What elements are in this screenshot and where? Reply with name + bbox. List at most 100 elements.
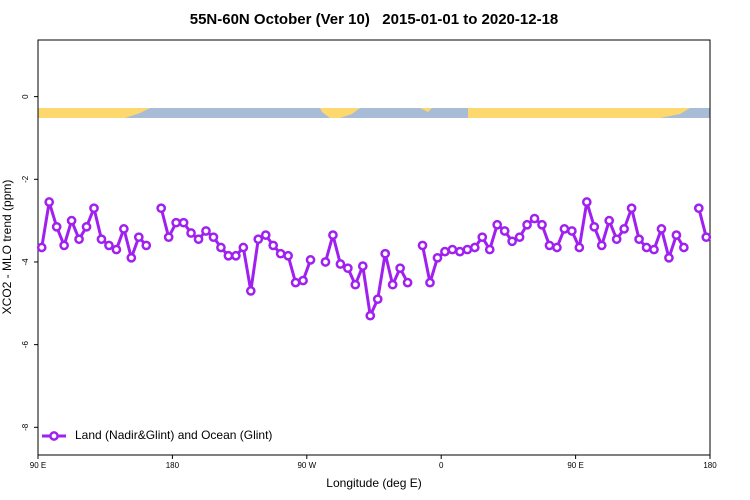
x-tick-label: 90 E [30,461,46,470]
data-point [596,240,607,251]
y-axis-label: XCO2 - MLO trend (ppm) [0,180,14,315]
data-point [163,232,174,243]
data-point [111,244,122,255]
data-point [178,217,189,228]
data-point [395,263,405,274]
data-point [51,221,62,232]
data-point [462,244,473,255]
data-point [44,197,55,207]
x-axis-label: Longitude (deg E) [326,476,421,490]
data-point [231,250,241,261]
data-point [365,310,376,321]
data-point [693,203,704,214]
data-point [216,242,226,253]
data-point [126,252,137,263]
data-point [447,244,458,255]
data-point [417,240,428,251]
data-point [275,248,286,259]
data-point [529,213,540,224]
data-point [380,248,391,259]
data-point [507,236,517,247]
data-point [335,259,346,269]
y-tick-label: -8 [21,423,30,431]
data-point [619,224,629,234]
data-point [559,224,570,234]
data-point [641,242,652,253]
data-point [402,277,413,288]
data-point [626,203,637,214]
data-point [186,228,196,238]
data-point [201,226,211,236]
data-point [343,263,353,274]
data-point [552,242,562,253]
x-tick-label: 180 [166,461,180,470]
data-point [104,240,114,251]
data-point [223,250,234,261]
data-point [89,203,99,214]
data-point [208,232,219,243]
data-point [96,234,107,245]
x-tick-label: 90 E [567,461,583,470]
data-point [634,234,644,245]
data-point [522,219,532,230]
data-point [193,234,204,245]
data-point [514,232,525,243]
data-point [425,277,435,288]
data-point [499,226,510,236]
data-point [440,246,450,257]
y-tick-label: -6 [21,341,30,349]
data-point [589,221,600,232]
data-point [604,215,615,226]
data-point [581,197,592,207]
x-tick-label: 180 [703,461,717,470]
data-point [649,244,659,255]
legend-marker [49,431,59,441]
data-point [320,257,331,267]
data-point [357,261,368,271]
data-point [260,230,271,240]
legend: Land (Nadir&Glint) and Ocean (Glint) [42,428,272,442]
data-point [74,234,84,245]
y-tick-label: -2 [21,175,30,183]
data-point [171,217,181,228]
data-point [119,224,129,234]
plot-frame [37,39,711,456]
data-point [59,240,69,251]
data-point [664,252,674,263]
data-point [133,232,144,243]
data-point [544,240,555,251]
data-point [81,221,92,232]
y-tick-label: 0 [21,94,30,99]
land-ocean-strip [38,108,710,118]
chart-title: 55N-60N October (Ver 10) 2015-01-01 to 2… [190,11,559,28]
data-point [567,226,577,236]
data-point [238,242,249,253]
data-point [245,286,256,296]
x-tick-label: 90 W [297,461,316,470]
legend-label: Land (Nadir&Glint) and Ocean (Glint) [75,428,272,442]
data-point [283,250,293,261]
data-point [328,230,338,240]
data-point [469,242,480,253]
data-point [36,242,47,253]
data-point [268,240,279,251]
data-point [671,230,682,240]
data-point [156,203,167,214]
data-point [611,234,622,245]
data-point [350,279,361,290]
data-point [305,255,316,265]
data-point [574,242,585,253]
x-tick-label: 0 [439,461,444,470]
data-point [492,219,503,230]
data-point [484,244,495,255]
data-point [66,215,77,226]
data-point [298,275,308,286]
data-point [455,246,465,257]
data-point [253,234,264,245]
data-point [477,232,488,243]
data-point [679,242,689,253]
data-point [701,232,712,243]
data-point [387,279,398,290]
data-point [141,240,152,251]
